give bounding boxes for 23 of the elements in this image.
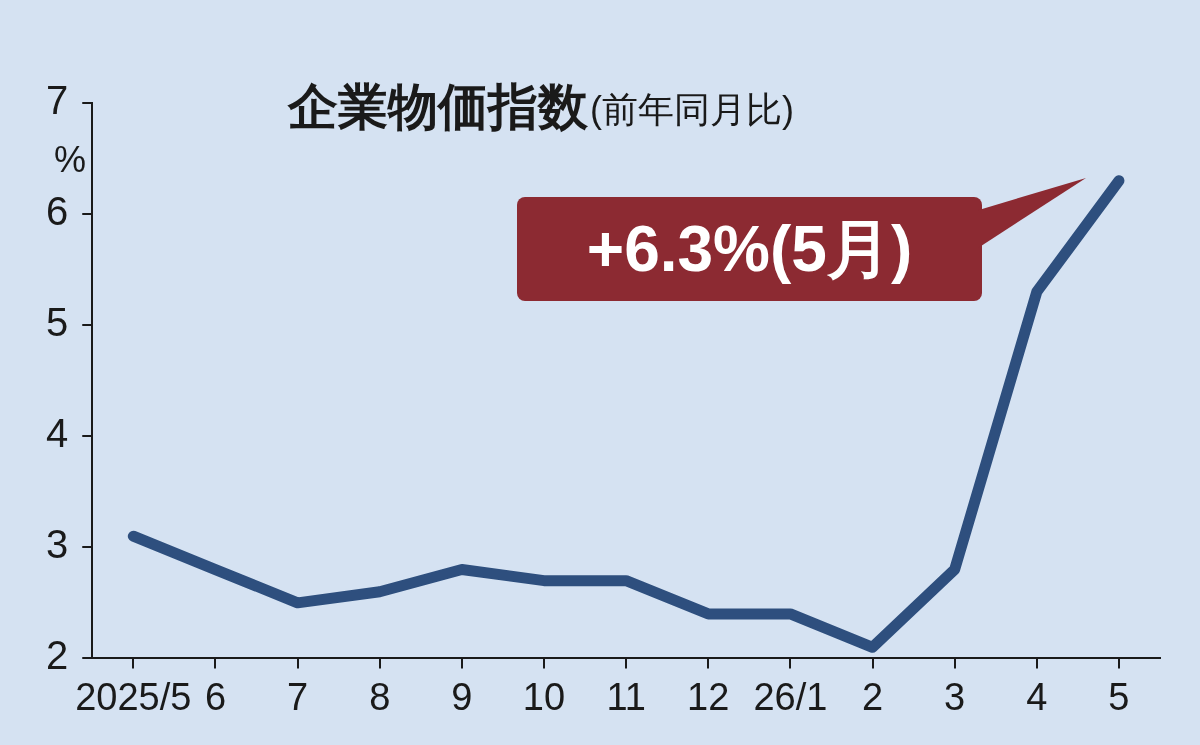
- x-tick-label: 6: [204, 675, 227, 718]
- x-tick-label: 12: [687, 675, 730, 718]
- x-tick-label: 3: [944, 675, 966, 718]
- x-tick-label: 9: [451, 675, 473, 718]
- x-tick-label: 7: [287, 675, 309, 718]
- y-axis-title: %: [53, 139, 87, 180]
- x-tick-label: 11: [606, 675, 646, 718]
- x-tick-label: 26/1: [753, 675, 828, 718]
- chart-title: 企業物価指数: [287, 79, 589, 135]
- chart-subtitle: (前年同月比): [590, 89, 794, 130]
- x-tick-label: 2: [861, 675, 884, 718]
- x-tick-label: 10: [522, 675, 566, 718]
- y-tick-label: 6: [46, 189, 69, 234]
- x-tick-label: 2025/5: [75, 675, 192, 718]
- y-tick-label: 4: [46, 411, 69, 456]
- x-tick-label: 8: [369, 675, 391, 718]
- y-tick-label: 2: [46, 633, 69, 678]
- x-tick-label: 4: [1026, 675, 1048, 718]
- x-tick-label: 5: [1108, 675, 1130, 718]
- y-tick-label: 7: [46, 78, 69, 123]
- y-tick-label: 5: [46, 300, 69, 345]
- annotation: +6.3%(5月): [517, 197, 982, 301]
- y-tick-label: 3: [46, 522, 69, 567]
